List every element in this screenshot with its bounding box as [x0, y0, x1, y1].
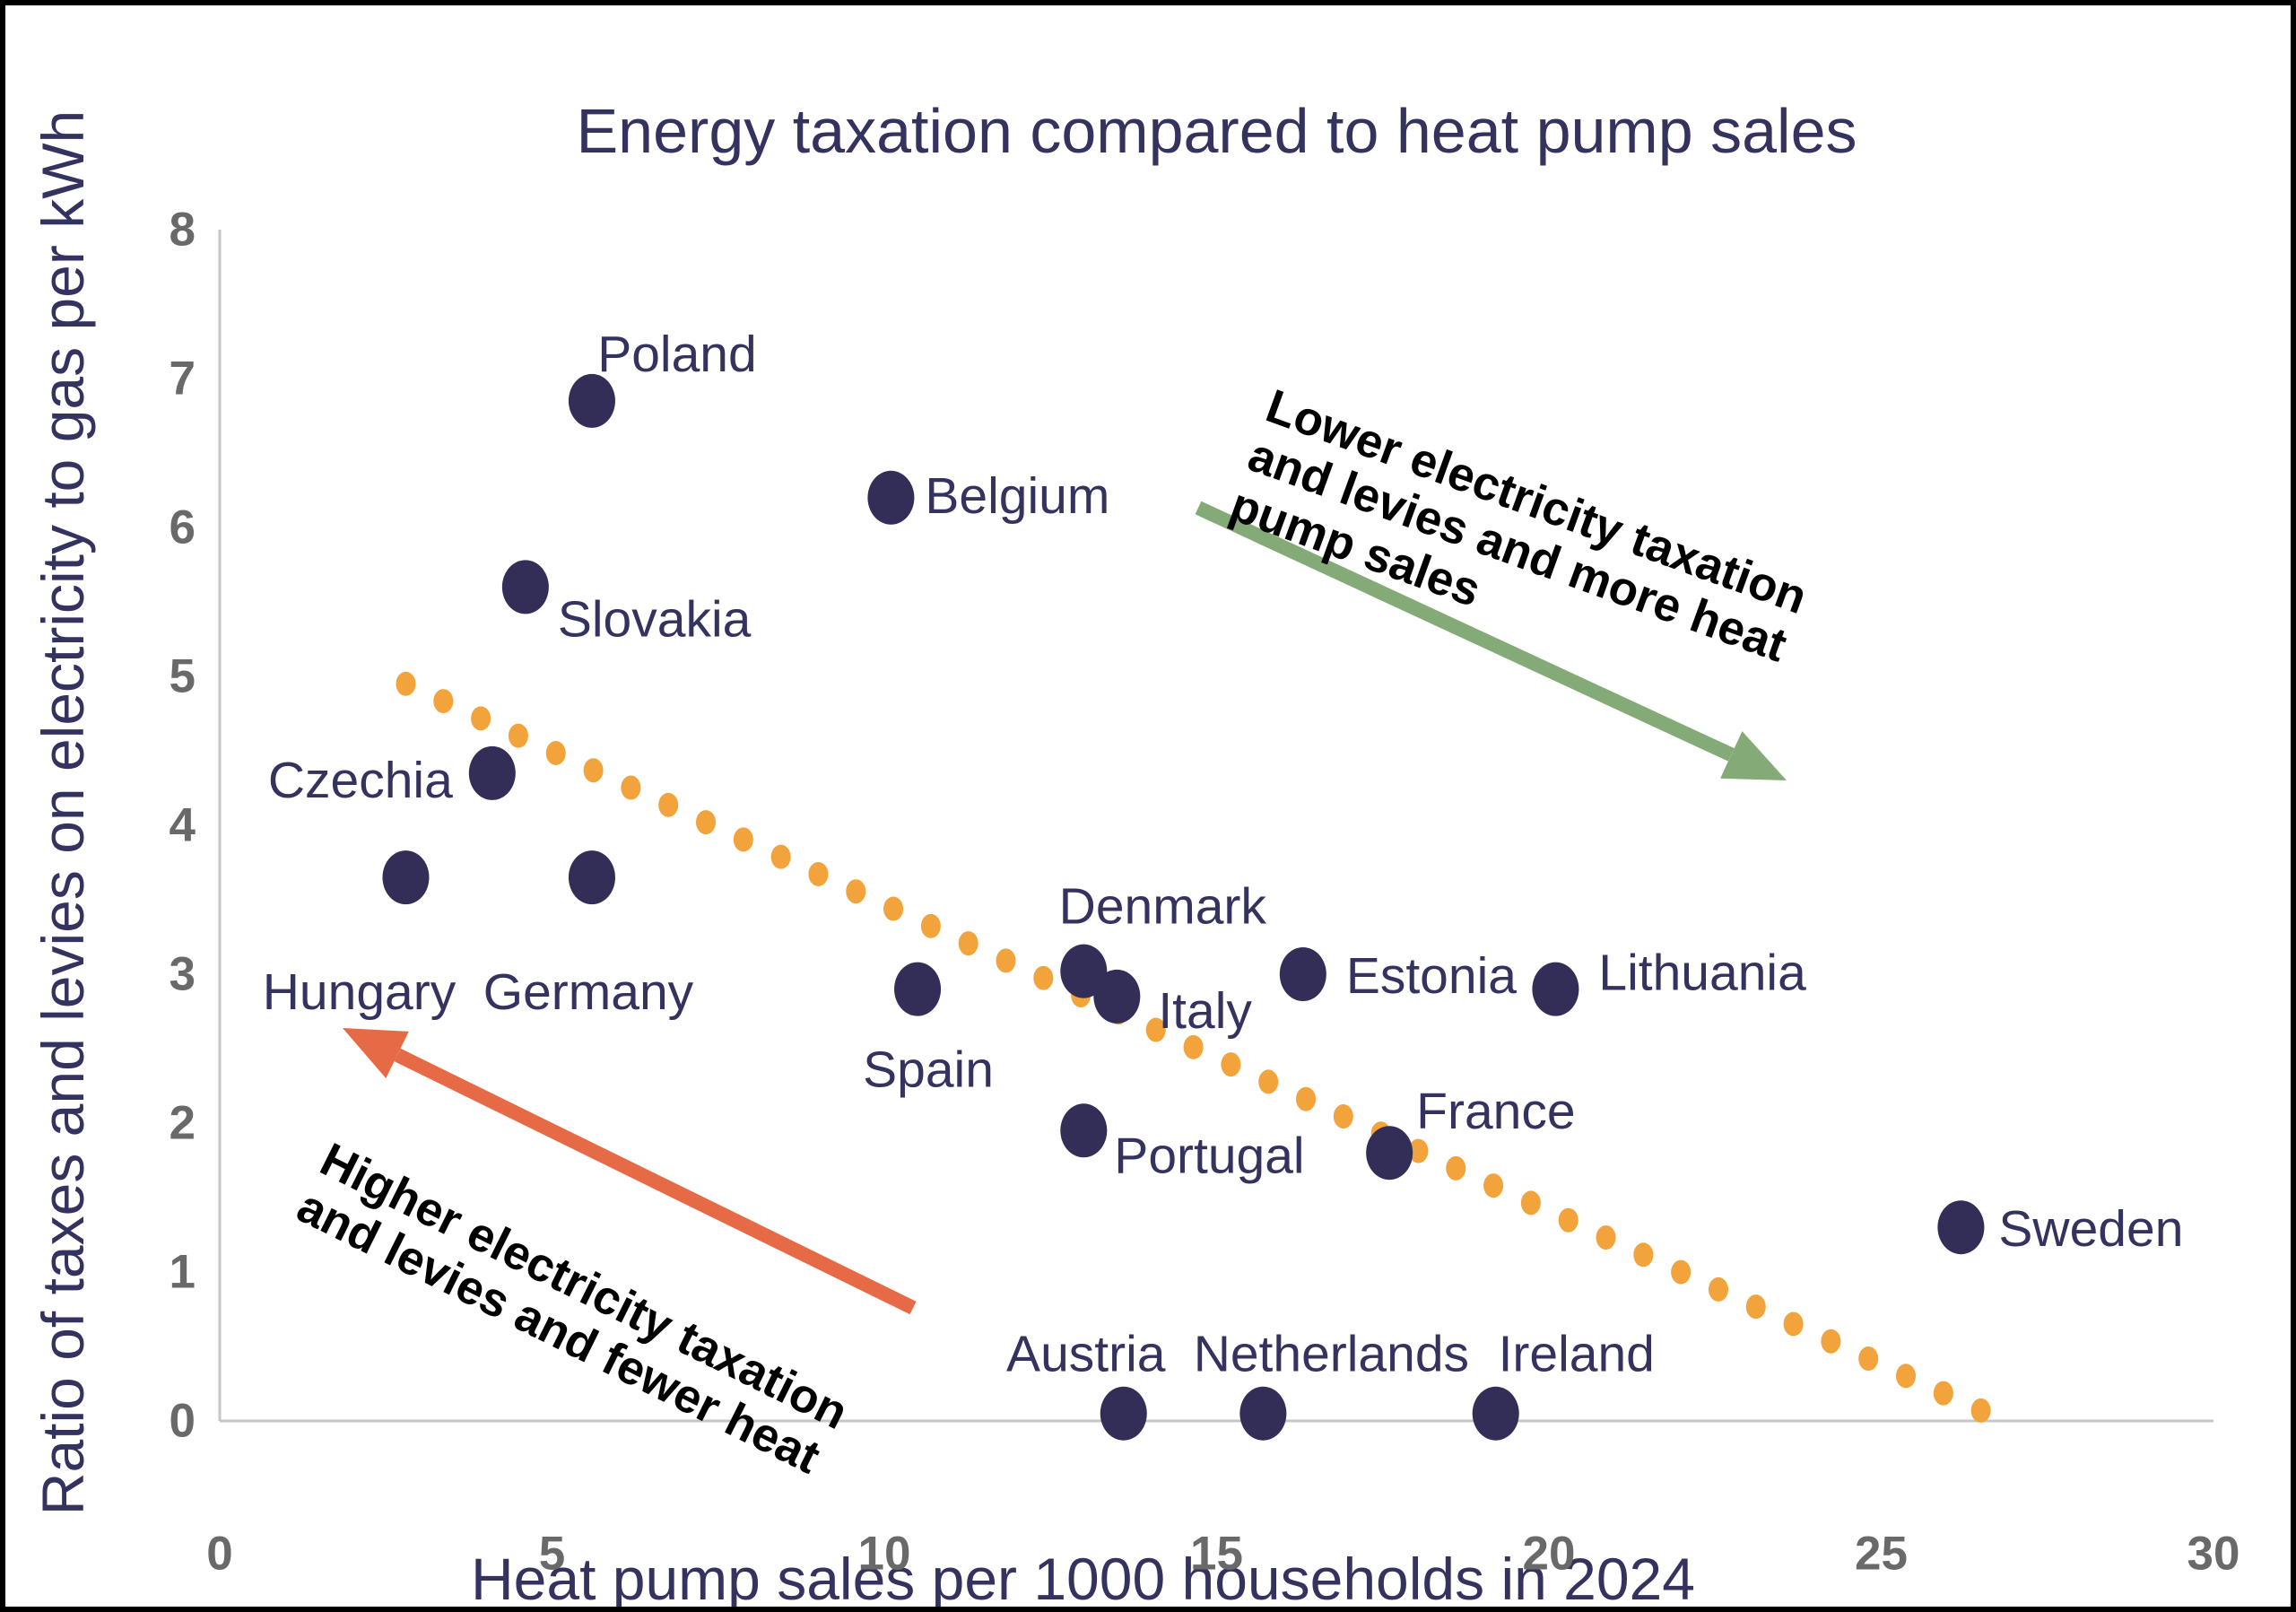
trendline-dot — [920, 913, 941, 938]
trendline-dot — [958, 931, 978, 956]
trendline-dot — [508, 723, 528, 748]
y-tick-label: 8 — [170, 204, 196, 257]
x-tick-label: 20 — [1523, 1528, 1576, 1581]
trendline-dot — [1671, 1259, 1692, 1285]
country-dot — [568, 850, 615, 905]
trendline-dot — [883, 896, 904, 921]
country-dot — [468, 745, 516, 800]
country-label: Italy — [1158, 982, 1252, 1040]
country-label: Ireland — [1499, 1326, 1655, 1383]
trendline-dot — [1520, 1190, 1541, 1216]
trendline-dot — [1933, 1381, 1953, 1406]
trendline-dot — [1596, 1225, 1616, 1250]
country-label: Lithuania — [1598, 945, 1806, 1002]
country-dot — [1093, 969, 1141, 1024]
trendline-dot — [1821, 1329, 1841, 1354]
country-label: Sweden — [1998, 1200, 2183, 1258]
country-label: Poland — [597, 326, 757, 383]
x-tick-label: 25 — [1855, 1528, 1908, 1581]
country-label: France — [1416, 1083, 1575, 1140]
trendline-dot — [808, 861, 829, 886]
y-tick-label: 5 — [170, 650, 196, 703]
country-label: Austria — [1006, 1326, 1166, 1383]
trendline-dot — [1183, 1034, 1204, 1059]
trendline-dot — [1258, 1069, 1279, 1094]
country-dot — [568, 373, 615, 428]
y-tick-label: 0 — [170, 1395, 196, 1448]
country-dot — [867, 470, 915, 525]
country-label: Belgium — [925, 467, 1109, 525]
country-label: Hungary — [263, 963, 457, 1021]
country-dot — [1060, 944, 1108, 998]
trendline-dot — [1745, 1294, 1766, 1320]
trendline-dot — [1896, 1364, 1917, 1389]
country-dot — [1279, 947, 1326, 1001]
y-tick-label: 4 — [170, 799, 196, 852]
trendline-dot — [1708, 1277, 1728, 1302]
trendline-dot — [770, 844, 791, 869]
trendline-dot — [1221, 1052, 1241, 1077]
country-dot — [1366, 1126, 1413, 1181]
x-tick-label: 5 — [539, 1528, 565, 1581]
country-dot — [1239, 1386, 1287, 1441]
lower-arrow-shaft — [1195, 501, 1735, 762]
country-label: Portugal — [1114, 1127, 1304, 1184]
x-tick-label: 10 — [858, 1528, 911, 1581]
trendline-dot — [1333, 1103, 1353, 1128]
country-label: Spain — [863, 1041, 994, 1099]
trendline-dot — [1446, 1155, 1466, 1181]
x-tick-label: 30 — [2187, 1528, 2240, 1581]
country-label: Netherlands — [1194, 1326, 1469, 1383]
trendline-dot — [1558, 1207, 1578, 1233]
y-tick-label: 3 — [170, 948, 196, 1001]
y-tick-label: 7 — [170, 353, 196, 405]
trendline-dot — [996, 948, 1016, 973]
trendline-dot — [1783, 1311, 1804, 1337]
trendline-dot — [621, 775, 641, 800]
x-axis-title: Heat pump sales per 1000 households in 2… — [471, 1546, 1695, 1612]
country-label: Germany — [483, 963, 694, 1021]
trendline-dot — [1970, 1398, 1991, 1423]
trendline-dot — [1033, 965, 1054, 990]
trendline-dot — [846, 879, 866, 904]
y-tick-label: 1 — [170, 1246, 196, 1299]
trendline-dot — [433, 689, 454, 714]
country-dot — [501, 560, 549, 614]
chart-title: Energy taxation compared to heat pump sa… — [576, 96, 1857, 166]
country-dot — [1532, 962, 1579, 1016]
country-dot — [1060, 1103, 1108, 1158]
x-tick-label: 0 — [206, 1528, 232, 1581]
country-dot — [1100, 1386, 1147, 1441]
trendline-dot — [695, 810, 716, 835]
trendline-dot — [1408, 1138, 1429, 1163]
higher-arrow-head — [343, 1028, 409, 1078]
country-dot — [382, 850, 430, 905]
trendline-dot — [545, 740, 566, 765]
trendline-dot — [1296, 1086, 1317, 1111]
trendline-dot — [658, 792, 679, 817]
trendline-dot — [396, 671, 416, 696]
trendline-dot — [583, 758, 604, 783]
country-dot — [1937, 1200, 1985, 1255]
trendline-dot — [1633, 1242, 1654, 1268]
trendline-dot — [471, 706, 491, 731]
x-tick-label: 15 — [1190, 1528, 1243, 1581]
trendline-dot — [1145, 1017, 1166, 1042]
trendline-dot — [733, 827, 753, 852]
country-dot — [894, 962, 942, 1016]
trendline-dot — [1483, 1173, 1504, 1198]
country-dot — [1472, 1386, 1519, 1441]
y-tick-label: 2 — [170, 1097, 196, 1150]
country-label: Estonia — [1346, 947, 1517, 1005]
higher-arrow-shaft — [394, 1048, 917, 1315]
country-label: Denmark — [1059, 878, 1267, 936]
lower-arrow-head — [1720, 731, 1787, 780]
country-label: Slovakia — [558, 590, 752, 648]
scatter-plot: 0 1 2 3 4 5 6 7 8 0 5 10 15 20 25 30 Poland Belgium Slovak… — [170, 204, 2240, 1581]
country-label: Czechia — [268, 752, 453, 809]
trendline-dot — [1858, 1346, 1879, 1372]
y-tick-label: 6 — [170, 501, 196, 554]
